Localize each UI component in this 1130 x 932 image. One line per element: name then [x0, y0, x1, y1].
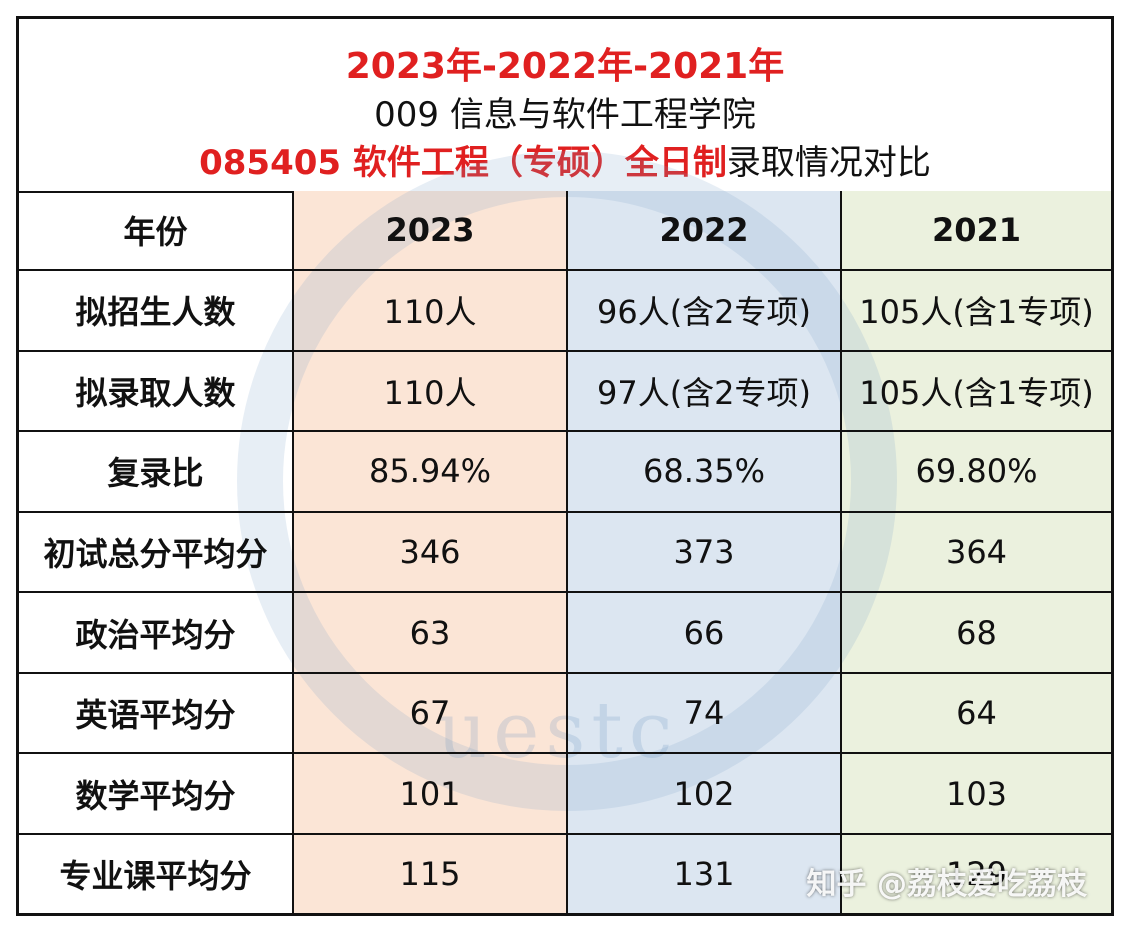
- table-row: 初试总分平均分 346 373 364: [19, 510, 1111, 594]
- row-label: 初试总分平均分: [19, 510, 294, 594]
- table-row: 专业课平均分 115 131 129: [19, 833, 1111, 913]
- table-cell: 364: [840, 510, 1111, 594]
- table-row: 数学平均分 101 102 103: [19, 752, 1111, 836]
- table-cell: 64: [840, 671, 1111, 755]
- zhihu-attribution-watermark: 知乎 @荔枝爱吃荔枝: [806, 867, 1087, 902]
- table-cell: 66: [566, 591, 842, 674]
- admission-table-area: uestc 年份 2023 2022 2021 拟招生人数 110人 96人(含…: [19, 151, 1111, 913]
- row-label: 复录比: [19, 430, 294, 513]
- table-cell: 129: [840, 833, 1111, 913]
- table-row: 拟录取人数 110人 97人(含2专项) 105人(含1专项): [19, 349, 1111, 433]
- header-cell: 2022: [566, 191, 842, 271]
- title-program-code: 085405 软件工程（专硕）全日制: [199, 143, 727, 183]
- table-cell: 101: [292, 752, 568, 836]
- table-row: 政治平均分 63 66 68: [19, 591, 1111, 674]
- table-cell: 97人(含2专项): [566, 349, 842, 433]
- table-cell: 110人: [292, 268, 568, 352]
- table-cell: 74: [566, 671, 842, 755]
- table-cell: 85.94%: [292, 430, 568, 513]
- title-program-suffix: 录取情况对比: [726, 143, 931, 183]
- table-cell: 96人(含2专项): [566, 268, 842, 352]
- row-label: 英语平均分: [19, 671, 294, 755]
- table-header-row: 年份 2023 2022 2021: [19, 191, 1111, 271]
- row-label: 政治平均分: [19, 591, 294, 674]
- table-cell: 131: [566, 833, 842, 913]
- row-label: 拟录取人数: [19, 349, 294, 433]
- table-cell: 103: [840, 752, 1111, 836]
- table-cell: 115: [292, 833, 568, 913]
- table-cell: 102: [566, 752, 842, 836]
- header-cell: 2021: [840, 191, 1111, 271]
- table-cell: 68.35%: [566, 430, 842, 513]
- comparison-card: 2023年-2022年-2021年 009 信息与软件工程学院 085405 软…: [16, 16, 1114, 916]
- row-label: 数学平均分: [19, 752, 294, 836]
- table-cell: 69.80%: [840, 430, 1111, 513]
- admission-table: 年份 2023 2022 2021 拟招生人数 110人 96人(含2专项) 1…: [19, 191, 1111, 913]
- table-row: 复录比 85.94% 68.35% 69.80%: [19, 430, 1111, 513]
- header-cell: 2023: [292, 191, 568, 271]
- row-label: 拟招生人数: [19, 268, 294, 352]
- table-row: 拟招生人数 110人 96人(含2专项) 105人(含1专项): [19, 268, 1111, 352]
- title-years: 2023年-2022年-2021年: [345, 46, 785, 87]
- header-cell: 年份: [19, 191, 294, 271]
- table-cell: 67: [292, 671, 568, 755]
- table-cell: 346: [292, 510, 568, 594]
- table-cell: 105人(含1专项): [840, 349, 1111, 433]
- table-row: 英语平均分 67 74 64: [19, 671, 1111, 755]
- table-cell: 105人(含1专项): [840, 268, 1111, 352]
- title-block: 2023年-2022年-2021年 009 信息与软件工程学院 085405 软…: [19, 19, 1111, 193]
- table-cell: 63: [292, 591, 568, 674]
- title-school: 009 信息与软件工程学院: [374, 95, 756, 135]
- table-cell: 110人: [292, 349, 568, 433]
- row-label: 专业课平均分: [19, 833, 294, 913]
- table-cell: 373: [566, 510, 842, 594]
- table-cell: 68: [840, 591, 1111, 674]
- title-program: 085405 软件工程（专硕）全日制录取情况对比: [19, 135, 1111, 184]
